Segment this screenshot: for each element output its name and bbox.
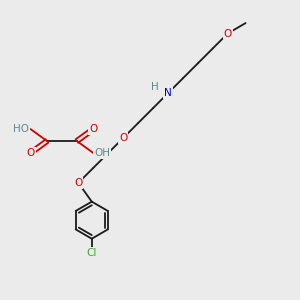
Text: O: O [224,28,232,38]
Text: H: H [152,82,159,92]
Text: O: O [119,133,127,143]
Text: O: O [89,124,98,134]
Text: N: N [164,88,172,98]
Text: HO: HO [13,124,29,134]
Text: Cl: Cl [87,248,97,258]
Text: O: O [74,178,82,188]
Text: O: O [26,148,35,158]
Text: OH: OH [94,148,110,158]
